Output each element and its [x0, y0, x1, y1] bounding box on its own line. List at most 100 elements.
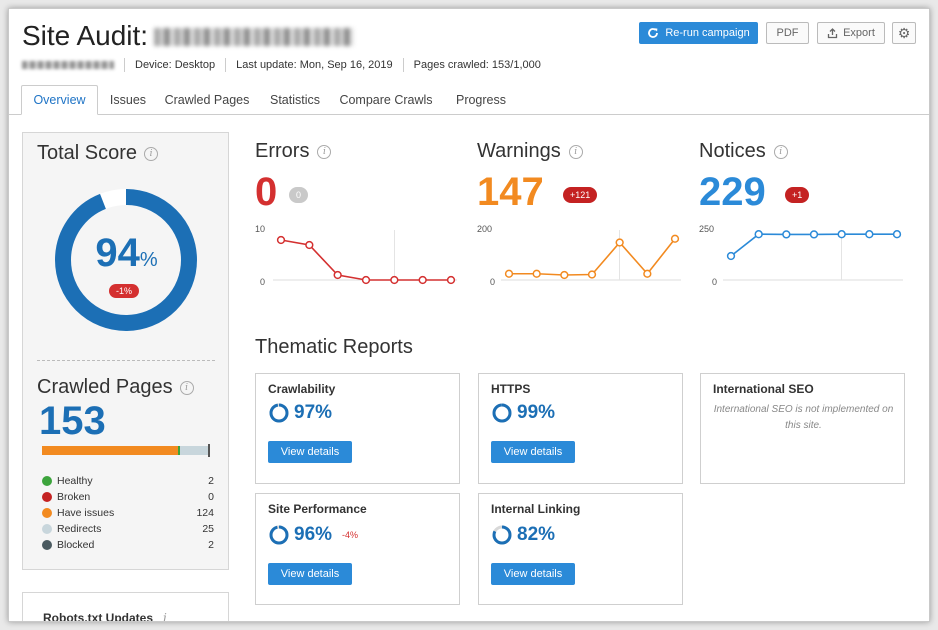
legend-label: Have issues	[57, 507, 115, 519]
info-icon[interactable]: i	[144, 146, 159, 161]
data-point[interactable]	[446, 275, 456, 285]
data-point[interactable]	[418, 275, 427, 285]
data-point[interactable]	[333, 270, 342, 280]
card-value: 96%	[294, 524, 333, 545]
warnings-delta-badge: +121	[563, 187, 598, 203]
tab-statistics[interactable]: Statistics	[269, 93, 320, 107]
legend-dot	[42, 476, 52, 486]
view-details-button[interactable]: View details	[491, 441, 575, 463]
progress-ring-icon	[269, 403, 289, 423]
card-note: International SEO is not implemented on …	[713, 404, 894, 431]
notices-y-min: 0	[712, 277, 718, 287]
rerun-campaign-button[interactable]: Re-run campaign	[639, 22, 758, 44]
data-point[interactable]	[305, 240, 314, 250]
robots-updates-panel: Robots.txt Updates i	[22, 592, 229, 622]
notices-heading: Notices i	[699, 140, 899, 163]
data-point[interactable]	[892, 230, 902, 239]
card-title: Internal Linking	[491, 502, 581, 516]
tab-compare-crawls[interactable]: Compare Crawls	[339, 93, 433, 107]
warnings-trend-chart	[501, 230, 681, 281]
tab-overview[interactable]: Overview	[21, 85, 98, 115]
card-title: International SEO	[713, 382, 814, 396]
last-update-label: Last update: Mon, Sep 16, 2019	[236, 59, 393, 71]
view-details-button[interactable]: View details	[268, 563, 352, 585]
warnings-y-min: 0	[490, 277, 496, 287]
errors-value: 0	[255, 170, 278, 214]
bar-segment-healthy	[178, 446, 181, 455]
site-audit-window: Site Audit: Device: Desktop Last update:…	[8, 8, 930, 622]
crawled-pages-legend: Healthy 2 Broken 0 Have issues 124 Redirects 25…	[42, 473, 214, 553]
legend-count: 2	[208, 539, 214, 551]
data-point[interactable]	[643, 269, 652, 278]
view-details-button[interactable]: View details	[491, 563, 575, 585]
data-point[interactable]	[276, 235, 286, 245]
refresh-icon	[648, 28, 659, 38]
legend-item[interactable]: Healthy 2	[42, 473, 214, 489]
robots-title: Robots.txt Updates	[43, 611, 154, 622]
data-point[interactable]	[754, 230, 763, 239]
domain-redacted	[22, 61, 114, 69]
legend-item[interactable]: Redirects 25	[42, 521, 214, 537]
pdf-button[interactable]: PDF	[766, 22, 809, 44]
card-title: Crawlability	[268, 382, 336, 396]
data-point[interactable]	[782, 230, 791, 239]
settings-button[interactable]: ⚙	[892, 22, 916, 44]
data-point[interactable]	[670, 234, 680, 243]
info-icon[interactable]: i	[163, 611, 167, 622]
legend-item[interactable]: Broken 0	[42, 489, 214, 505]
legend-item[interactable]: Have issues 124	[42, 505, 214, 521]
data-point[interactable]	[532, 269, 541, 278]
data-point[interactable]	[809, 230, 819, 239]
info-icon[interactable]: i	[568, 144, 583, 159]
legend-item[interactable]: Blocked 2	[42, 537, 214, 553]
audit-meta: Device: Desktop Last update: Mon, Sep 16…	[22, 58, 541, 72]
errors-y-max: 10	[255, 224, 266, 234]
total-score-heading: Total Score i	[37, 142, 159, 165]
errors-heading: Errors i	[255, 140, 455, 163]
tab-crawled-pages[interactable]: Crawled Pages	[164, 93, 250, 107]
tab-issues[interactable]: Issues	[109, 93, 147, 107]
thematic-reports-title: Thematic Reports	[255, 336, 413, 358]
legend-label: Blocked	[57, 539, 95, 551]
warnings-value: 147	[477, 170, 544, 214]
tab-progress[interactable]: Progress	[455, 93, 507, 107]
errors-widget: Errors i 0 0 10 0	[255, 140, 457, 300]
data-point[interactable]	[726, 251, 736, 261]
legend-label: Healthy	[57, 475, 93, 487]
data-point[interactable]	[361, 275, 371, 285]
data-point[interactable]	[504, 269, 514, 278]
crawled-pages-value: 153	[39, 399, 106, 443]
info-icon[interactable]: i	[179, 380, 194, 395]
view-details-button[interactable]: View details	[268, 441, 352, 463]
data-point[interactable]	[837, 230, 846, 239]
legend-count: 0	[208, 491, 214, 503]
warnings-y-max: 200	[477, 224, 493, 234]
card-value: 99%	[517, 402, 556, 423]
device-label: Device: Desktop	[135, 59, 216, 71]
info-icon[interactable]: i	[773, 144, 788, 159]
notices-y-max: 250	[699, 224, 715, 234]
total-score-panel: Total Score i 94% -1% Crawled Pages i 153 …	[22, 132, 229, 570]
data-point[interactable]	[390, 275, 399, 285]
warnings-heading: Warnings i	[477, 140, 677, 163]
gear-icon: ⚙	[897, 24, 911, 41]
legend-dot	[42, 492, 52, 502]
legend-dot	[42, 508, 52, 518]
legend-count: 25	[202, 523, 214, 535]
ring-fill	[492, 525, 512, 545]
data-point[interactable]	[865, 230, 874, 239]
series-line	[509, 238, 676, 276]
legend-label: Redirects	[57, 523, 102, 535]
export-icon	[827, 27, 838, 38]
export-button[interactable]: Export	[817, 22, 885, 44]
data-point[interactable]	[587, 270, 597, 279]
ring-fill	[269, 525, 289, 545]
data-point[interactable]	[615, 238, 624, 247]
score-value: 94%	[95, 231, 158, 275]
errors-y-min: 0	[260, 277, 266, 287]
legend-dot	[42, 524, 52, 534]
ring-fill	[269, 403, 289, 423]
info-icon[interactable]: i	[317, 144, 332, 159]
data-point[interactable]	[560, 270, 569, 280]
notices-trend-chart	[723, 230, 903, 281]
